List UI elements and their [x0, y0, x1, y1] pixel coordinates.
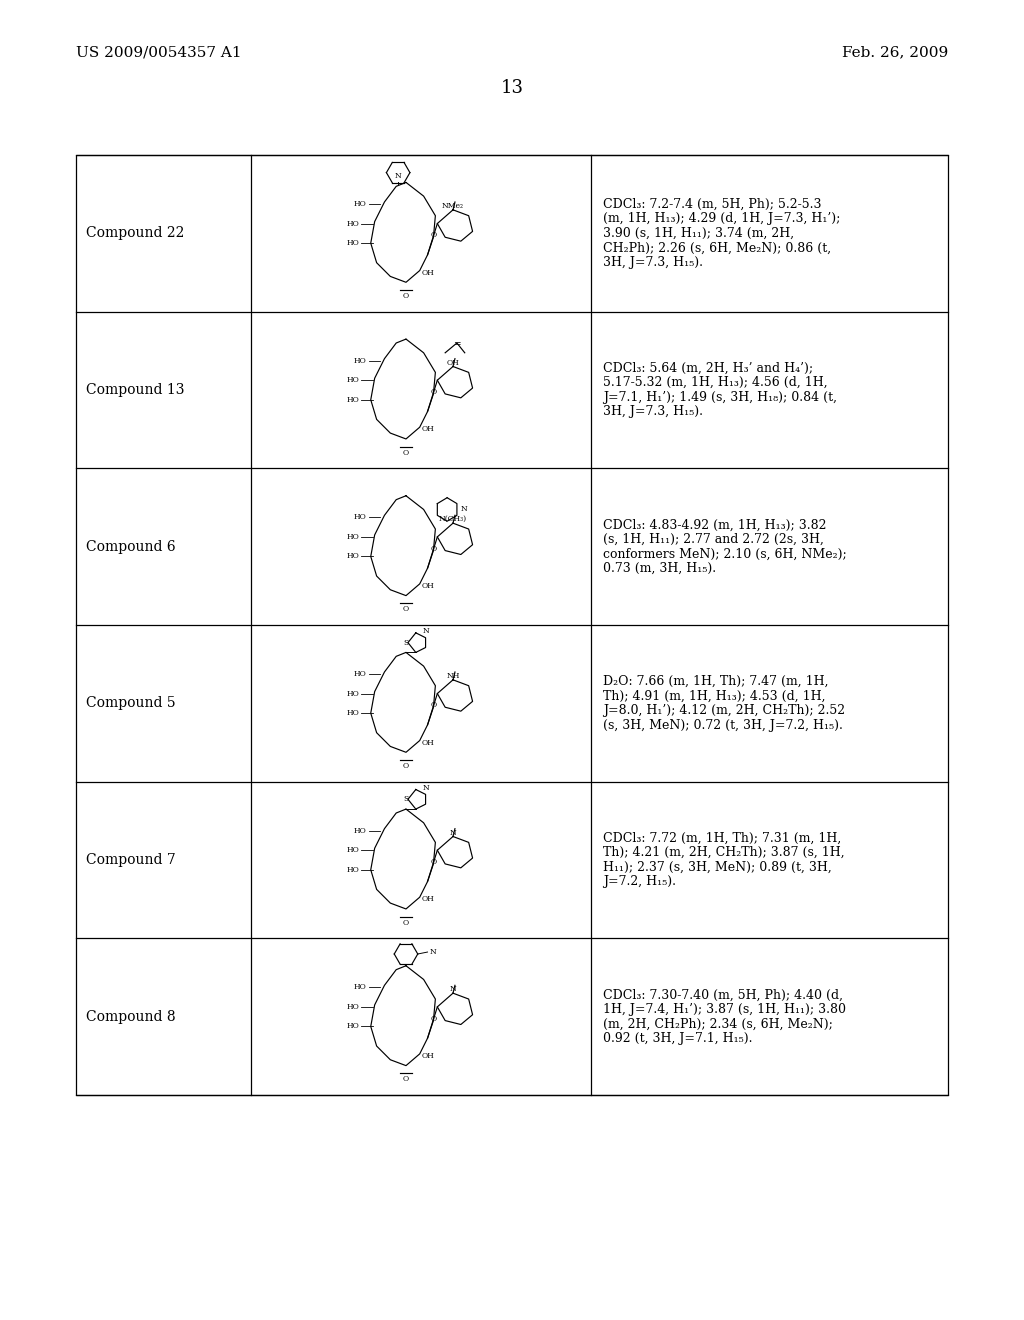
Text: HO: HO — [346, 219, 359, 227]
Text: (s, 1H, H₁₁); 2.77 and 2.72 (2s, 3H,: (s, 1H, H₁₁); 2.77 and 2.72 (2s, 3H, — [603, 533, 824, 546]
Text: NH: NH — [446, 672, 460, 680]
Text: CDCl₃: 7.30-7.40 (m, 5H, Ph); 4.40 (d,: CDCl₃: 7.30-7.40 (m, 5H, Ph); 4.40 (d, — [603, 989, 843, 1002]
Text: N: N — [422, 784, 429, 792]
Text: N(CH₃): N(CH₃) — [439, 515, 467, 523]
Text: 0.92 (t, 3H, J=7.1, H₁₅).: 0.92 (t, 3H, J=7.1, H₁₅). — [603, 1032, 753, 1045]
Text: N: N — [422, 627, 429, 635]
Text: CDCl₃: 5.64 (m, 2H, H₃’ and H₄’);: CDCl₃: 5.64 (m, 2H, H₃’ and H₄’); — [603, 362, 813, 375]
Text: O: O — [430, 545, 436, 553]
Text: Compound 5: Compound 5 — [86, 697, 176, 710]
Text: US 2009/0054357 A1: US 2009/0054357 A1 — [76, 45, 242, 59]
Text: 13: 13 — [501, 79, 523, 96]
Text: N: N — [450, 829, 457, 837]
Text: (m, 2H, CH₂Ph); 2.34 (s, 6H, Me₂N);: (m, 2H, CH₂Ph); 2.34 (s, 6H, Me₂N); — [603, 1018, 833, 1031]
Text: HO: HO — [354, 356, 367, 364]
Text: 5.17-5.32 (m, 1H, H₁₃); 4.56 (d, 1H,: 5.17-5.32 (m, 1H, H₁₃); 4.56 (d, 1H, — [603, 376, 827, 389]
Text: Th); 4.21 (m, 2H, CH₂Th); 3.87 (s, 1H,: Th); 4.21 (m, 2H, CH₂Th); 3.87 (s, 1H, — [603, 846, 845, 859]
Text: Compound 8: Compound 8 — [86, 1010, 176, 1024]
Text: HO: HO — [354, 671, 367, 678]
Text: conformers MeN); 2.10 (s, 6H, NMe₂);: conformers MeN); 2.10 (s, 6H, NMe₂); — [603, 548, 847, 561]
Text: HO: HO — [346, 1003, 359, 1011]
Text: 0.73 (m, 3H, H₁₅).: 0.73 (m, 3H, H₁₅). — [603, 562, 716, 576]
Text: HO: HO — [346, 1023, 359, 1031]
Text: (s, 3H, MeN); 0.72 (t, 3H, J=7.2, H₁₅).: (s, 3H, MeN); 0.72 (t, 3H, J=7.2, H₁₅). — [603, 718, 843, 731]
Text: O: O — [430, 1015, 436, 1023]
Text: O: O — [402, 919, 409, 927]
Text: Th); 4.91 (m, 1H, H₁₃); 4.53 (d, 1H,: Th); 4.91 (m, 1H, H₁₃); 4.53 (d, 1H, — [603, 689, 825, 702]
Text: O: O — [402, 449, 409, 457]
Text: HO: HO — [346, 866, 359, 874]
Text: HO: HO — [346, 709, 359, 717]
Text: HO: HO — [346, 239, 359, 247]
Text: OH: OH — [422, 739, 434, 747]
Text: J=7.2, H₁₅).: J=7.2, H₁₅). — [603, 875, 676, 888]
Text: HO: HO — [346, 396, 359, 404]
Text: HO: HO — [354, 201, 367, 209]
Text: O: O — [430, 701, 436, 709]
Text: HO: HO — [346, 553, 359, 561]
Text: HO: HO — [354, 983, 367, 991]
Text: 3H, J=7.3, H₁₅).: 3H, J=7.3, H₁₅). — [603, 256, 703, 269]
Text: O: O — [402, 762, 409, 770]
Text: N: N — [461, 506, 468, 513]
Text: N: N — [395, 173, 401, 181]
Text: Compound 6: Compound 6 — [86, 540, 176, 553]
Text: Compound 22: Compound 22 — [86, 226, 184, 240]
Text: O: O — [402, 292, 409, 300]
Text: CDCl₃: 7.72 (m, 1H, Th); 7.31 (m, 1H,: CDCl₃: 7.72 (m, 1H, Th); 7.31 (m, 1H, — [603, 832, 842, 845]
Text: J=8.0, H₁’); 4.12 (m, 2H, CH₂Th); 2.52: J=8.0, H₁’); 4.12 (m, 2H, CH₂Th); 2.52 — [603, 704, 845, 717]
Text: CDCl₃: 4.83-4.92 (m, 1H, H₁₃); 3.82: CDCl₃: 4.83-4.92 (m, 1H, H₁₃); 3.82 — [603, 519, 826, 532]
Text: N: N — [429, 948, 436, 956]
Text: HO: HO — [346, 846, 359, 854]
Text: OH: OH — [422, 582, 434, 590]
Text: CDCl₃: 7.2-7.4 (m, 5H, Ph); 5.2-5.3: CDCl₃: 7.2-7.4 (m, 5H, Ph); 5.2-5.3 — [603, 198, 821, 211]
Text: Feb. 26, 2009: Feb. 26, 2009 — [842, 45, 948, 59]
Text: HO: HO — [346, 533, 359, 541]
Text: S: S — [403, 639, 409, 647]
Text: O: O — [402, 606, 409, 614]
Text: HO: HO — [354, 826, 367, 834]
Text: HO: HO — [346, 376, 359, 384]
Text: NMe₂: NMe₂ — [442, 202, 464, 210]
Text: 3H, J=7.3, H₁₅).: 3H, J=7.3, H₁₅). — [603, 405, 703, 418]
Text: OH: OH — [446, 359, 460, 367]
Text: O: O — [402, 1076, 409, 1084]
Text: OH: OH — [422, 1052, 434, 1060]
Text: O: O — [430, 231, 436, 239]
Text: O: O — [430, 388, 436, 396]
Text: J=7.1, H₁’); 1.49 (s, 3H, H₁₈); 0.84 (t,: J=7.1, H₁’); 1.49 (s, 3H, H₁₈); 0.84 (t, — [603, 391, 837, 404]
Text: 1H, J=7.4, H₁’); 3.87 (s, 1H, H₁₁); 3.80: 1H, J=7.4, H₁’); 3.87 (s, 1H, H₁₁); 3.80 — [603, 1003, 846, 1016]
Text: Compound 7: Compound 7 — [86, 853, 176, 867]
Text: HO: HO — [346, 689, 359, 697]
Text: (m, 1H, H₁₃); 4.29 (d, 1H, J=7.3, H₁’);: (m, 1H, H₁₃); 4.29 (d, 1H, J=7.3, H₁’); — [603, 213, 841, 226]
Text: S: S — [403, 795, 409, 804]
Text: OH: OH — [422, 268, 434, 277]
Bar — [76, 154, 948, 1096]
Text: OH: OH — [422, 425, 434, 433]
Text: =: = — [454, 339, 461, 348]
Text: H₁₁); 2.37 (s, 3H, MeN); 0.89 (t, 3H,: H₁₁); 2.37 (s, 3H, MeN); 0.89 (t, 3H, — [603, 861, 831, 874]
Text: HO: HO — [354, 513, 367, 521]
Text: D₂O: 7.66 (m, 1H, Th); 7.47 (m, 1H,: D₂O: 7.66 (m, 1H, Th); 7.47 (m, 1H, — [603, 675, 828, 688]
Text: CH₂Ph); 2.26 (s, 6H, Me₂N); 0.86 (t,: CH₂Ph); 2.26 (s, 6H, Me₂N); 0.86 (t, — [603, 242, 831, 255]
Text: N: N — [450, 985, 457, 993]
Text: OH: OH — [422, 895, 434, 903]
Text: 3.90 (s, 1H, H₁₁); 3.74 (m, 2H,: 3.90 (s, 1H, H₁₁); 3.74 (m, 2H, — [603, 227, 795, 240]
Text: O: O — [430, 858, 436, 866]
Text: Compound 13: Compound 13 — [86, 383, 184, 397]
